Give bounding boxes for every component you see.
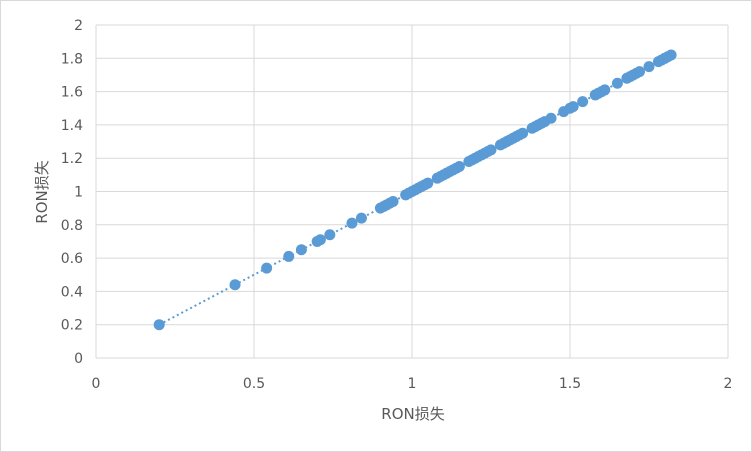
data-point — [567, 101, 579, 113]
y-tick-label: 1.6 — [61, 85, 83, 101]
x-tick-label: 0 — [92, 376, 101, 392]
data-point — [153, 319, 165, 331]
data-point — [453, 161, 465, 173]
data-point — [634, 66, 646, 78]
y-tick-label: 0.2 — [61, 318, 83, 334]
x-tick-label: 0.5 — [243, 376, 265, 392]
data-point — [422, 177, 434, 189]
y-tick-label: 0.6 — [61, 251, 83, 267]
data-point — [283, 250, 295, 262]
data-point — [517, 127, 529, 139]
data-point — [599, 84, 611, 96]
data-point — [665, 49, 677, 61]
y-tick-labels: 0 0.2 0.4 0.6 0.8 1 1.2 1.4 1.6 1.8 2 — [61, 18, 83, 367]
x-tick-label: 2 — [724, 376, 733, 392]
y-tick-label: 1.4 — [61, 118, 83, 134]
y-tick-label: 1 — [74, 185, 83, 201]
data-point — [314, 234, 326, 246]
data-point — [261, 262, 273, 274]
y-tick-label: 2 — [74, 18, 83, 34]
x-tick-label: 1 — [408, 376, 417, 392]
y-tick-label: 1.2 — [61, 151, 83, 167]
data-point — [485, 144, 497, 156]
y-axis-title: RON损失 — [33, 160, 51, 223]
data-point — [355, 212, 367, 224]
data-points — [153, 49, 677, 331]
data-point — [295, 244, 307, 256]
data-point — [387, 195, 399, 207]
y-tick-label: 1.8 — [61, 51, 83, 67]
data-point — [545, 112, 557, 124]
y-tick-label: 0 — [74, 351, 83, 367]
data-point — [577, 96, 589, 108]
y-tick-label: 0.4 — [61, 284, 83, 300]
x-tick-labels: 0 0.5 1 1.5 2 — [92, 376, 733, 392]
trendline — [158, 54, 672, 326]
data-point — [611, 77, 623, 89]
data-point — [643, 61, 655, 73]
x-tick-label: 1.5 — [559, 376, 581, 392]
data-point — [324, 229, 336, 241]
y-tick-label: 0.8 — [61, 218, 83, 234]
x-axis-title: RON损失 — [381, 405, 444, 423]
data-point — [229, 279, 241, 291]
trendline-layer — [158, 54, 672, 326]
data-point — [346, 217, 358, 229]
